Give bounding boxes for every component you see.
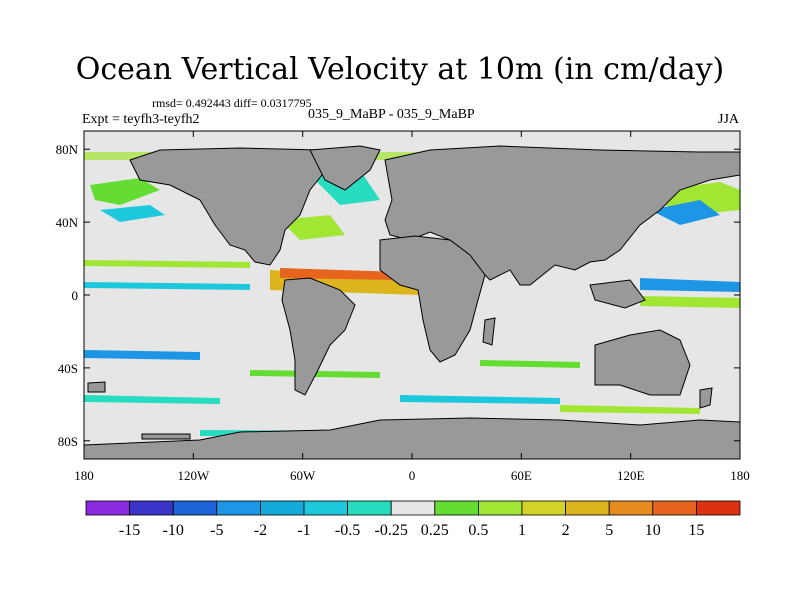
stats-line: rmsd= 0.492443 diff= 0.0317795 (152, 96, 312, 110)
colorbar-label: -15 (119, 522, 140, 539)
colorbar-label: 0.5 (468, 522, 488, 539)
x-tick-label: 180 (730, 468, 750, 483)
colorbar-swatch (303, 500, 348, 516)
chart-title: Ocean Vertical Velocity at 10m (in cm/da… (75, 52, 725, 87)
colorbar-swatch (565, 500, 610, 516)
colorbar-swatch (172, 500, 218, 516)
colorbar-swatch (652, 500, 697, 516)
colorbar-swatch (216, 500, 261, 516)
colorbar-swatch (390, 500, 436, 516)
x-axis: 180 120W 60W 0 60E 120E 180 (74, 131, 750, 483)
x-tick-label: 180 (74, 468, 94, 483)
colorbar-swatch (434, 500, 479, 516)
colorbar-swatch (608, 500, 654, 516)
experiment-label: Expt = teyfh3-teyfh2 (82, 112, 200, 127)
colorbar-label: 15 (688, 522, 704, 539)
map-area (84, 131, 740, 459)
colorbar-label: 2 (562, 522, 570, 539)
y-tick-label: 0 (72, 288, 79, 303)
colorbar-label: -5 (210, 522, 223, 539)
season-label: JJA (718, 112, 740, 127)
colorbar-swatch (521, 500, 566, 516)
colorbar-swatch (129, 500, 174, 516)
x-tick-label: 120W (177, 468, 210, 483)
colorbar-label: -2 (254, 522, 267, 539)
x-tick-label: 0 (409, 468, 416, 483)
y-axis: 80N 40N 0 40S 80S (56, 142, 740, 449)
colorbar-label: 10 (645, 522, 661, 539)
y-tick-label: 80S (58, 434, 78, 449)
colorbar-label: -10 (163, 522, 184, 539)
colorbar-label: 0.25 (421, 522, 449, 539)
y-tick-label: 40S (58, 361, 78, 376)
colorbar-label: -1 (297, 522, 310, 539)
y-tick-label: 80N (56, 142, 79, 157)
colorbar-swatch (477, 500, 523, 516)
x-tick-label: 60E (511, 468, 532, 483)
colorbar-swatch (259, 500, 305, 516)
colorbar-swatch (85, 500, 130, 516)
colorbar: -15 -10 -5 -2 -1 -0.5 -0.25 0.25 0.5 1 2 5 10 15 (85, 500, 741, 539)
x-tick-label: 120E (617, 468, 645, 483)
colorbar-swatch (347, 500, 392, 516)
colorbar-label: 1 (518, 522, 526, 539)
colorbar-label: -0.5 (335, 522, 360, 539)
case-label: 035_9_MaBP - 035_9_MaBP (308, 107, 475, 122)
colorbar-swatch (696, 500, 741, 516)
colorbar-label: 5 (605, 522, 613, 539)
colorbar-label: -0.25 (375, 522, 408, 539)
x-tick-label: 60W (290, 468, 316, 483)
y-tick-label: 40N (56, 215, 79, 230)
land-masses (84, 145, 740, 459)
